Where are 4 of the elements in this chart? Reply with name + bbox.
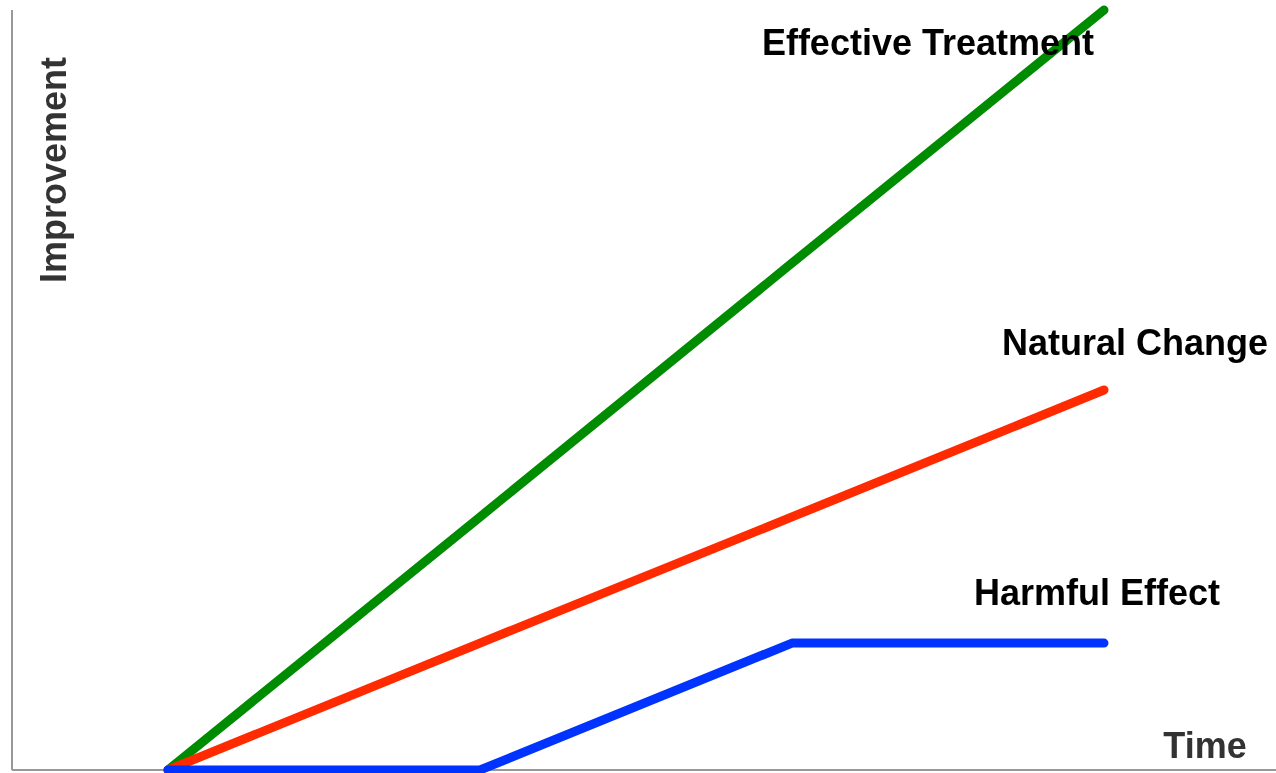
series-label: Harmful Effect — [973, 572, 1221, 614]
series-label: Natural Change — [1001, 322, 1268, 363]
y-axis-title: Improvement — [33, 56, 74, 284]
x-axis-title: Time — [1163, 725, 1247, 766]
